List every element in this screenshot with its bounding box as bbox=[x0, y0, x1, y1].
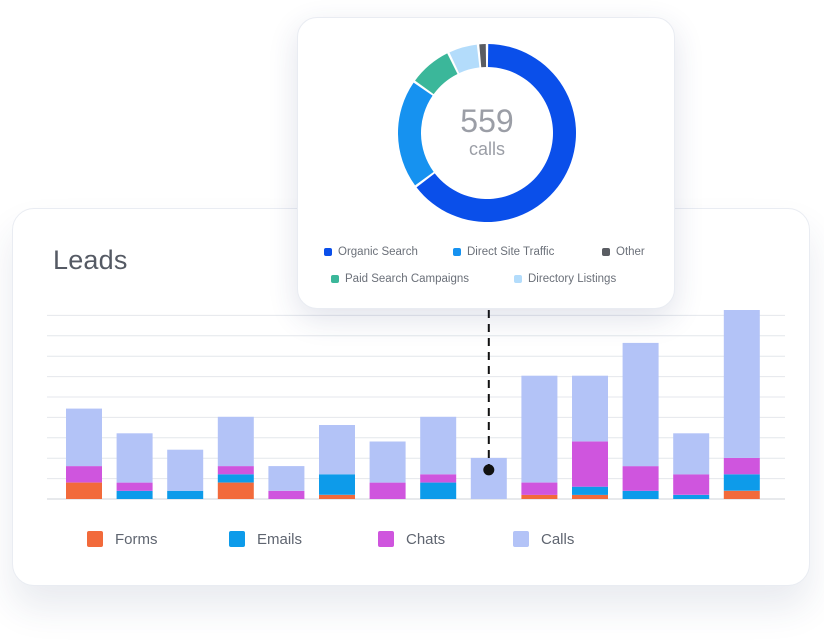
total-calls-value: 559 bbox=[460, 103, 514, 139]
donut-slice-other[interactable] bbox=[479, 44, 487, 68]
bar-calls-11[interactable] bbox=[572, 375, 608, 442]
legend-label: Other bbox=[616, 246, 645, 258]
legend-dot bbox=[324, 248, 332, 256]
bar-forms-1[interactable] bbox=[66, 482, 102, 499]
bar-chats-1[interactable] bbox=[66, 466, 102, 483]
legend-label: Paid Search Campaigns bbox=[345, 273, 470, 285]
donut-slice-organic-search[interactable] bbox=[416, 44, 576, 223]
bar-calls-4[interactable] bbox=[217, 416, 254, 467]
bar-calls-12[interactable] bbox=[622, 342, 659, 467]
donut-legend-directory-listings[interactable]: Directory Listings bbox=[514, 272, 616, 286]
bar-emails-4[interactable] bbox=[217, 474, 254, 483]
bar-calls-8[interactable] bbox=[420, 416, 457, 475]
legend-item-chats[interactable]: Chats bbox=[378, 529, 445, 549]
calls-donut-chart bbox=[398, 44, 576, 223]
bar-chats-12[interactable] bbox=[622, 466, 659, 491]
legend-item-emails[interactable]: Emails bbox=[229, 529, 302, 549]
bar-forms-14[interactable] bbox=[723, 490, 760, 499]
bar-emails-8[interactable] bbox=[420, 482, 457, 499]
bar-calls-7[interactable] bbox=[369, 441, 406, 483]
donut-legend-other[interactable]: Other bbox=[602, 245, 645, 259]
bar-emails-2[interactable] bbox=[116, 490, 153, 499]
bar-calls-1[interactable] bbox=[66, 408, 102, 467]
bar-chats-14[interactable] bbox=[723, 457, 760, 475]
bar-emails-13[interactable] bbox=[673, 494, 710, 499]
donut-legend-organic-search[interactable]: Organic Search bbox=[324, 245, 418, 259]
bar-emails-14[interactable] bbox=[723, 474, 760, 491]
bar-calls-13[interactable] bbox=[673, 433, 710, 475]
bar-calls-14[interactable] bbox=[723, 310, 760, 458]
legend-dot bbox=[602, 248, 610, 256]
donut-slice-directory-listings[interactable] bbox=[449, 44, 480, 74]
legend-dot bbox=[453, 248, 461, 256]
bar-emails-6[interactable] bbox=[319, 474, 355, 495]
bar-calls-6[interactable] bbox=[319, 425, 355, 475]
bar-chats-8[interactable] bbox=[420, 474, 457, 483]
emails-swatch bbox=[229, 531, 245, 547]
legend-label: Chats bbox=[406, 530, 446, 548]
legend-dot bbox=[514, 275, 522, 283]
bar-forms-6[interactable] bbox=[319, 494, 355, 499]
bar-calls-3[interactable] bbox=[167, 449, 204, 491]
chats-swatch bbox=[378, 531, 394, 547]
legend-item-calls[interactable]: Calls bbox=[513, 529, 574, 549]
leads-title: Leads bbox=[53, 245, 128, 275]
bar-emails-12[interactable] bbox=[622, 490, 659, 499]
forms-swatch bbox=[87, 531, 103, 547]
donut-legend-paid-search-campaigns[interactable]: Paid Search Campaigns bbox=[331, 272, 469, 286]
bar-chats-4[interactable] bbox=[217, 466, 254, 475]
legend-label: Calls bbox=[541, 530, 575, 548]
bar-forms-11[interactable] bbox=[572, 494, 608, 499]
calls-swatch bbox=[513, 531, 529, 547]
bar-calls-2[interactable] bbox=[116, 433, 153, 483]
legend-label: Directory Listings bbox=[528, 273, 617, 285]
legend-item-forms[interactable]: Forms bbox=[87, 529, 158, 549]
selection-dot bbox=[483, 464, 495, 476]
bar-chats-10[interactable] bbox=[521, 482, 558, 495]
bar-emails-11[interactable] bbox=[572, 486, 608, 495]
bar-calls-10[interactable] bbox=[521, 375, 558, 483]
donut-legend-direct-site-traffic[interactable]: Direct Site Traffic bbox=[453, 245, 554, 259]
bar-calls-5[interactable] bbox=[268, 466, 305, 491]
donut-slice-direct-site-traffic[interactable] bbox=[398, 82, 434, 186]
bar-forms-10[interactable] bbox=[521, 494, 558, 499]
legend-label: Emails bbox=[257, 530, 303, 548]
legend-dot bbox=[331, 275, 339, 283]
bar-chats-11[interactable] bbox=[572, 441, 608, 487]
legend-label: Direct Site Traffic bbox=[467, 246, 555, 258]
legend-label: Forms bbox=[115, 530, 158, 548]
donut-slice-paid-search-campaigns[interactable] bbox=[415, 53, 458, 95]
legend-label: Organic Search bbox=[338, 246, 418, 258]
bar-chats-13[interactable] bbox=[673, 474, 710, 495]
bar-chats-7[interactable] bbox=[369, 482, 406, 499]
bar-emails-3[interactable] bbox=[167, 490, 204, 499]
bar-chats-5[interactable] bbox=[268, 490, 305, 499]
total-calls-unit: calls bbox=[468, 139, 505, 159]
bar-forms-4[interactable] bbox=[217, 482, 254, 499]
bar-chats-2[interactable] bbox=[116, 482, 153, 491]
